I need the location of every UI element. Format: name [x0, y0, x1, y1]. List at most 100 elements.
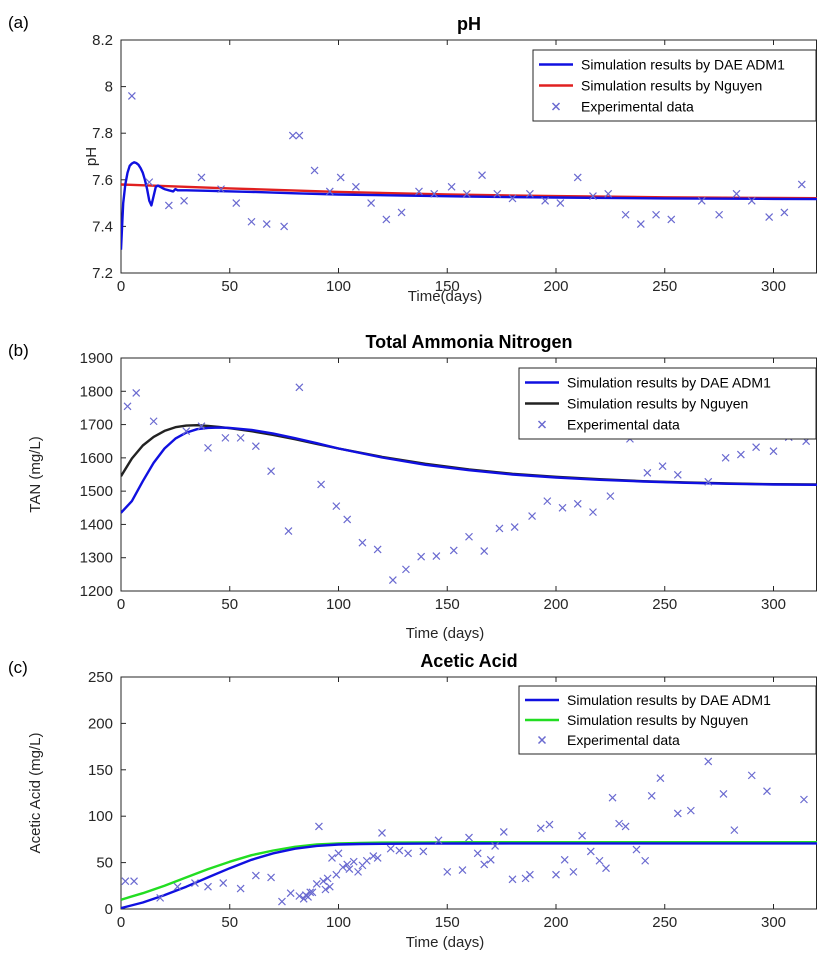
data-point	[351, 182, 360, 191]
data-point	[306, 888, 315, 897]
data-point	[362, 856, 371, 865]
data-point	[704, 757, 713, 766]
series-line-0	[121, 842, 817, 909]
data-point	[573, 499, 582, 508]
data-point	[541, 196, 550, 205]
data-point	[130, 877, 138, 886]
x-axis-label: Time (days)	[406, 934, 485, 951]
data-point	[493, 189, 502, 198]
series-line-1	[121, 841, 817, 901]
legend-label: Experimental data	[567, 732, 680, 748]
data-point	[636, 220, 645, 228]
y-tick-label: 50	[96, 855, 113, 872]
data-point	[417, 552, 426, 561]
y-tick-label: 8	[105, 79, 113, 96]
x-tick-label: 150	[435, 278, 460, 295]
data-point	[132, 389, 141, 397]
legend-swatch-marker	[537, 735, 547, 745]
data-point	[395, 846, 404, 855]
data-point	[543, 497, 552, 506]
data-point	[478, 171, 486, 180]
data-point	[667, 215, 676, 224]
data-point	[343, 515, 352, 524]
data-point	[641, 856, 650, 865]
data-point	[697, 196, 706, 205]
data-point	[763, 787, 771, 796]
data-point	[673, 470, 682, 479]
legend-swatch-marker	[537, 420, 547, 429]
data-point	[295, 383, 304, 392]
data-point	[369, 852, 378, 861]
legend: Simulation results by DAE ADM1 Simulation…	[518, 367, 817, 440]
data-point	[419, 847, 428, 856]
data-point	[606, 492, 615, 501]
legend-label: Simulation results by Nguyen	[567, 396, 748, 412]
data-point	[197, 173, 206, 182]
data-point	[180, 196, 188, 205]
series-line-0	[121, 161, 817, 250]
data-point	[752, 443, 761, 452]
x-tick-label: 200	[543, 914, 568, 931]
data-point	[308, 888, 317, 897]
data-point	[573, 173, 582, 182]
data-point	[736, 450, 745, 459]
data-point	[432, 552, 441, 560]
data-point	[334, 849, 343, 858]
legend-label: Experimental data	[567, 417, 680, 433]
data-point	[621, 822, 630, 831]
data-point	[319, 877, 328, 886]
data-point	[251, 871, 260, 880]
y-tick-label: 1500	[80, 483, 113, 500]
legend-box	[518, 685, 817, 755]
y-tick-label: 7.2	[92, 265, 113, 282]
data-point	[349, 857, 358, 866]
data-point	[299, 894, 308, 903]
data-point	[499, 828, 508, 836]
series-line-0	[121, 426, 817, 514]
legend-label: Simulation results by DAE ADM1	[567, 375, 771, 391]
data-point	[719, 790, 728, 798]
data-point	[295, 892, 304, 900]
x-tick-label: 300	[761, 596, 786, 613]
y-tick-label: 1400	[80, 516, 113, 533]
data-point	[386, 844, 395, 853]
legend-label: Simulation results by Nguyen	[567, 712, 748, 728]
data-point	[373, 854, 382, 862]
data-point	[747, 771, 756, 780]
legend-box	[518, 367, 817, 440]
data-point	[284, 527, 293, 536]
data-point	[182, 427, 191, 436]
panel-label: (b)	[8, 341, 29, 360]
panel-label: (a)	[8, 13, 29, 32]
y-tick-label: 7.6	[92, 172, 113, 189]
data-point	[443, 867, 452, 876]
data-point	[458, 866, 467, 874]
data-point	[510, 523, 519, 532]
y-tick-label: 150	[88, 762, 113, 779]
y-axis-label: TAN (mg/L)	[27, 436, 44, 512]
x-tick-label: 50	[221, 914, 238, 931]
chart-title: pH	[457, 14, 481, 34]
data-point	[402, 565, 410, 574]
data-point	[373, 545, 382, 554]
data-point	[317, 480, 326, 489]
data-point	[569, 867, 578, 876]
legend-label: Simulation results by DAE ADM1	[567, 692, 771, 708]
data-point	[480, 860, 489, 869]
data-point	[345, 865, 354, 874]
data-point	[358, 538, 367, 547]
data-point	[595, 856, 604, 865]
y-tick-label: 7.8	[92, 125, 113, 142]
y-tick-label: 1700	[80, 417, 113, 434]
data-point	[336, 173, 345, 182]
data-point	[310, 166, 319, 175]
data-point	[219, 879, 228, 887]
data-point	[217, 185, 225, 194]
data-point	[251, 442, 260, 451]
y-tick-label: 1300	[80, 550, 113, 567]
chart-panel-0: (a) pH 0 50 100 150 200 250 300 7.2 7.4 7.6 7.8 8 8.2 T…	[8, 13, 817, 305]
data-point	[586, 847, 595, 856]
data-point	[552, 870, 560, 879]
data-point	[315, 822, 323, 831]
x-tick-label: 300	[761, 278, 786, 295]
